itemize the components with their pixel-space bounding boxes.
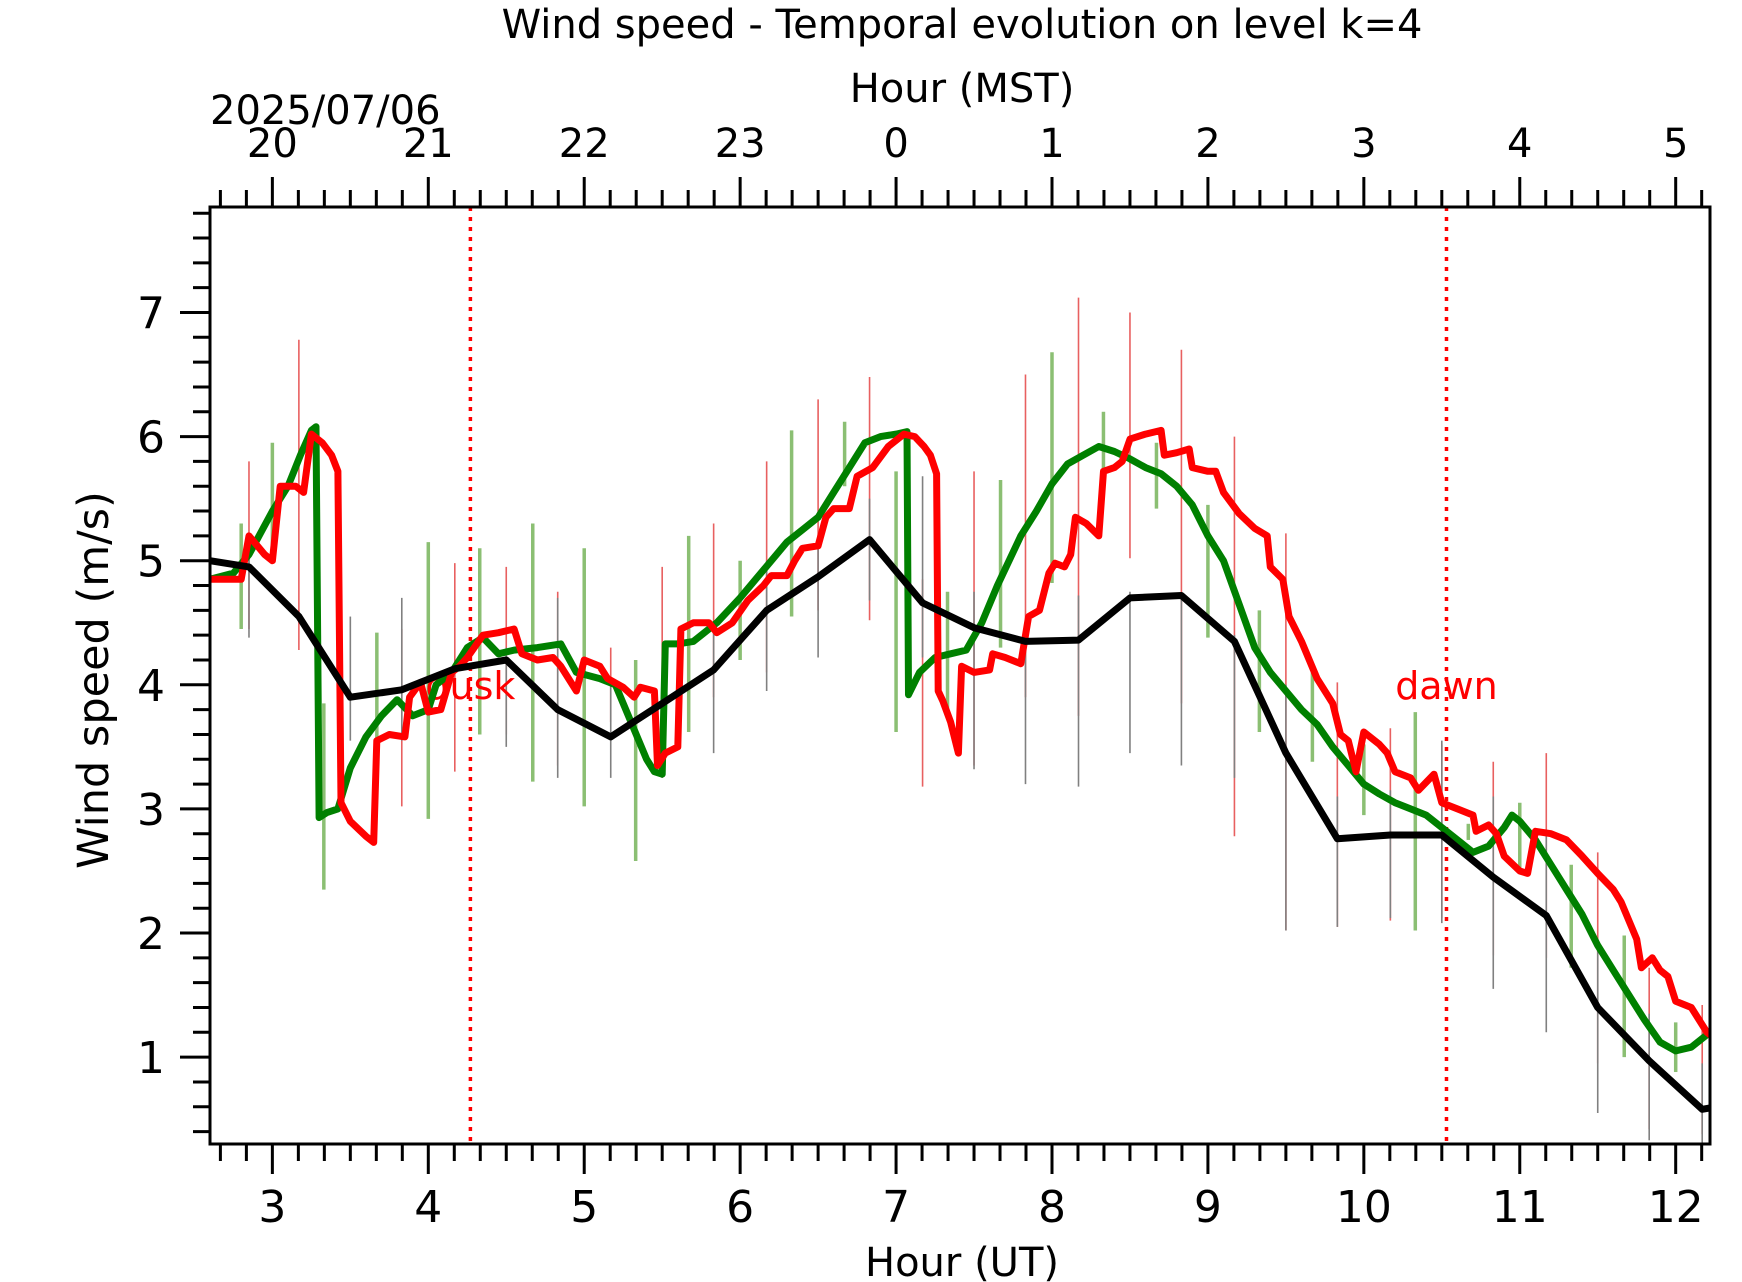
top-tick-label: 21	[403, 121, 454, 167]
x-tick-label: 11	[1492, 1182, 1548, 1233]
x-tick-label: 8	[1038, 1182, 1066, 1233]
y-tick-label: 3	[137, 785, 165, 836]
y-tick-label: 4	[137, 661, 165, 712]
x-tick-label: 7	[882, 1182, 910, 1233]
y-tick-label: 2	[137, 909, 165, 960]
series-lines	[210, 423, 1710, 1113]
chart-title: Wind speed - Temporal evolution on level…	[502, 2, 1423, 48]
top-tick-label: 0	[883, 121, 908, 167]
top-tick-label: 20	[247, 121, 298, 167]
y-tick-label: 5	[137, 537, 165, 588]
top-tick-label: 2	[1195, 121, 1220, 167]
x-tick-label: 3	[258, 1182, 286, 1233]
top-tick-label: 5	[1663, 121, 1688, 167]
top-tick-label: 4	[1507, 121, 1532, 167]
annotation-label: dawn	[1395, 664, 1498, 708]
top-tick-label: 3	[1351, 121, 1376, 167]
x-tick-label: 10	[1336, 1182, 1392, 1233]
top-axis-label: Hour (MST)	[850, 66, 1075, 112]
error-bars	[239, 297, 1704, 1144]
x-tick-label: 9	[1194, 1182, 1222, 1233]
plot-frame	[208, 205, 1712, 1146]
top-tick-label: 1	[1039, 121, 1064, 167]
x-tick-label: 12	[1648, 1182, 1704, 1233]
series-line	[210, 426, 1710, 1040]
y-tick-label: 7	[137, 288, 165, 339]
top-tick-label: 23	[715, 121, 766, 167]
x-tick-label: 4	[414, 1182, 442, 1233]
y-tick-label: 1	[137, 1033, 165, 1084]
y-axis-label: Wind speed (m/s)	[69, 491, 119, 869]
top-tick-label: 22	[559, 121, 610, 167]
bottom-axis-label: Hour (UT)	[865, 1240, 1059, 1282]
y-tick-label: 6	[137, 413, 165, 464]
x-tick-label: 6	[726, 1182, 754, 1233]
series-line	[210, 536, 1710, 1113]
date-label: 2025/07/06	[210, 88, 441, 134]
x-tick-label: 5	[570, 1182, 598, 1233]
